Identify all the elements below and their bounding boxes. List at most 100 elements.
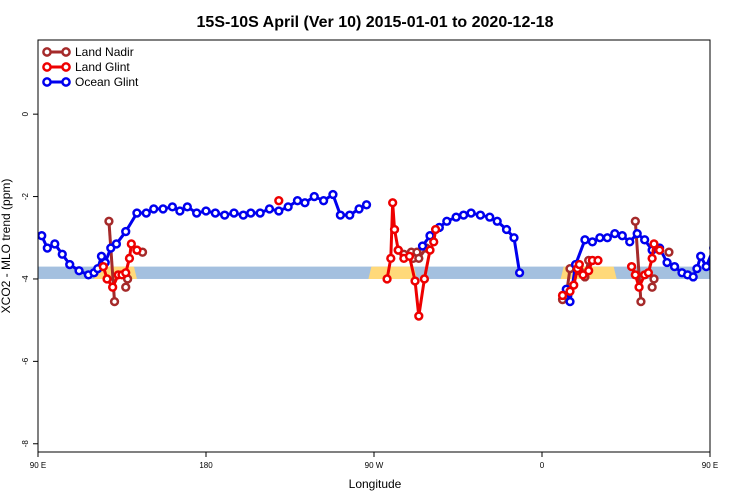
data-point [696,251,706,261]
data-point [328,189,338,200]
legend-marker-1 [42,62,52,72]
data-point [580,235,590,245]
data-point [669,261,680,272]
data-point [466,208,476,218]
data-point [430,224,441,235]
data-point [662,257,672,268]
data-point [569,280,579,290]
data-point [417,241,428,251]
data-point [557,290,568,301]
data-point [300,198,310,208]
data-point [382,274,392,284]
data-point [649,274,659,284]
data-point [425,245,435,255]
data-point [451,212,461,222]
data-point [158,204,168,214]
y-axis: 0 -2 -4 -6 -8 [21,111,38,447]
data-point [264,204,275,214]
data-point [647,253,657,264]
legend-marker-0 [42,47,52,57]
data-point [283,202,293,212]
data-point [121,282,131,292]
legend-marker-0 [61,47,71,57]
data-point [716,241,723,248]
data-point [458,210,469,220]
data-point [664,247,674,257]
data-point [602,233,612,243]
data-point [274,196,284,206]
y-tick-label-2: -4 [21,275,30,283]
data-point [167,202,178,212]
chart-title: 15S-10S April (Ver 10) 2015-01-01 to 202… [197,14,554,31]
data-point [309,191,319,202]
data-point [210,208,220,218]
data-point [610,228,620,239]
data-point [731,210,738,217]
data-point [640,235,650,245]
data-point [625,237,635,247]
data-point [132,245,142,255]
data-point [404,251,415,261]
data-point [410,276,420,286]
x-tick-label-0: 90 E [30,461,46,470]
x-tick-label-4: 90 E [702,461,718,470]
data-point [584,266,594,276]
data-point [414,311,424,321]
data-point [149,204,159,214]
data-point [255,208,265,218]
data-point [192,208,202,218]
y-tick-label-3: -6 [21,357,30,365]
x-axis: 90 E 180 90 W 0 90 E [30,452,718,470]
legend-label-2: Ocean Glint [75,75,139,89]
data-point [649,239,659,249]
data-point [98,261,108,272]
data-point [220,210,230,220]
y-axis-label: XCO2 - MLO trend (ppm) [0,179,13,314]
data-point [38,231,47,241]
data-point [389,224,400,235]
data-point [124,253,135,264]
y-tick-label-4: -8 [21,440,30,448]
data-point [723,228,730,235]
data-point [335,210,346,220]
data-point [565,286,575,296]
data-point [442,216,452,226]
data-point [587,237,598,247]
data-point [111,239,122,249]
legend-label-0: Land Nadir [75,45,134,59]
data-point [419,274,430,284]
data-point [42,243,52,253]
data-point [386,253,396,264]
legend-marker-1 [61,62,71,72]
data-point [274,206,284,216]
data-point [574,259,584,270]
data-point [509,233,519,243]
data-point [643,268,654,278]
data-point [57,249,67,259]
data-point [626,261,637,272]
y-tick-label-1: -2 [21,192,30,200]
data-point [388,198,398,208]
x-tick-label-2: 90 W [365,461,384,470]
data-point [492,216,502,226]
data-point [354,204,364,214]
data-point [709,245,710,251]
data-point [475,210,486,220]
data-point [634,282,644,292]
data-point [292,196,303,206]
series-line [40,193,368,277]
data-point [182,202,192,212]
data-point [109,296,120,307]
data-point [485,212,495,222]
data-point [429,237,439,247]
data-point [617,231,627,241]
data-point [50,239,60,249]
data-point [740,210,747,217]
legend-label-1: Land Glint [75,60,130,74]
series-layer [38,189,747,321]
data-point [701,261,710,272]
data-point [96,251,107,261]
data-point [74,266,84,276]
